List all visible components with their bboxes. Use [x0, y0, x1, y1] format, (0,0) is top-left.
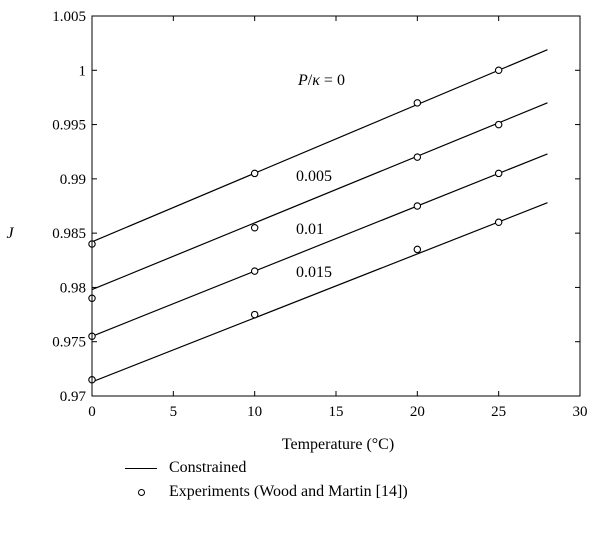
legend-label-constrained: Constrained	[169, 459, 247, 476]
y-tick-label: 0.99	[60, 172, 86, 188]
x-tick-label: 0	[88, 404, 96, 420]
y-tick-label: 0.97	[60, 389, 87, 405]
x-tick-label: 10	[247, 404, 262, 420]
plot-frame	[91, 15, 581, 397]
curve-label: P/κ = 0	[297, 72, 345, 89]
x-tick-label: 30	[573, 404, 588, 420]
x-tick-label: 20	[410, 404, 425, 420]
legend-label-experiments: Experiments (Wood and Martin [14])	[169, 483, 408, 500]
y-axis-label: J	[6, 225, 14, 242]
experiment-point	[250, 310, 259, 319]
legend-item-constrained: Constrained	[125, 456, 408, 480]
legend-item-experiments: Experiments (Wood and Martin [14])	[125, 480, 408, 504]
x-tick-label: 25	[491, 404, 506, 420]
x-tick-label: 15	[329, 404, 344, 420]
ticks-layer: 0 5 10 15 20 25 30 0.97 0.975 0.98 0.985 0.99 0.995 1…	[52, 9, 587, 420]
marks-layer	[88, 49, 548, 384]
y-tick-label: 0.995	[52, 118, 86, 134]
y-tick-label: 0.98	[60, 280, 86, 296]
legend-circle-marker	[125, 488, 157, 496]
experiment-point	[494, 169, 503, 178]
experiment-point	[250, 223, 259, 232]
curve-label: 0.005	[296, 168, 332, 185]
y-tick-label: 1.005	[52, 9, 86, 25]
experiment-point	[413, 99, 422, 107]
experiment-point	[250, 169, 259, 178]
legend: Constrained Experiments (Wood and Martin…	[125, 456, 408, 504]
constrained-line	[91, 153, 548, 337]
x-axis-label: Temperature (°C)	[282, 436, 394, 453]
curve-label: 0.015	[296, 264, 332, 281]
experiment-point	[413, 202, 422, 210]
curve-label: 0.01	[296, 221, 324, 238]
y-tick-label: 0.985	[52, 226, 86, 242]
experiment-point	[413, 245, 422, 254]
experiment-point	[494, 218, 503, 227]
legend-line-swatch	[125, 467, 157, 469]
curve-labels-layer: P/κ = 0 0.005 0.01 0.015	[296, 72, 345, 281]
constrained-line	[91, 49, 548, 243]
experiment-point	[494, 66, 503, 75]
y-tick-label: 0.975	[52, 335, 86, 351]
constrained-line	[91, 102, 548, 291]
experiment-point	[250, 267, 259, 275]
experiment-point	[494, 120, 503, 129]
constrained-line	[91, 202, 548, 383]
experiment-point	[413, 153, 422, 161]
x-tick-label: 5	[170, 404, 178, 420]
y-tick-label: 1	[79, 63, 87, 79]
